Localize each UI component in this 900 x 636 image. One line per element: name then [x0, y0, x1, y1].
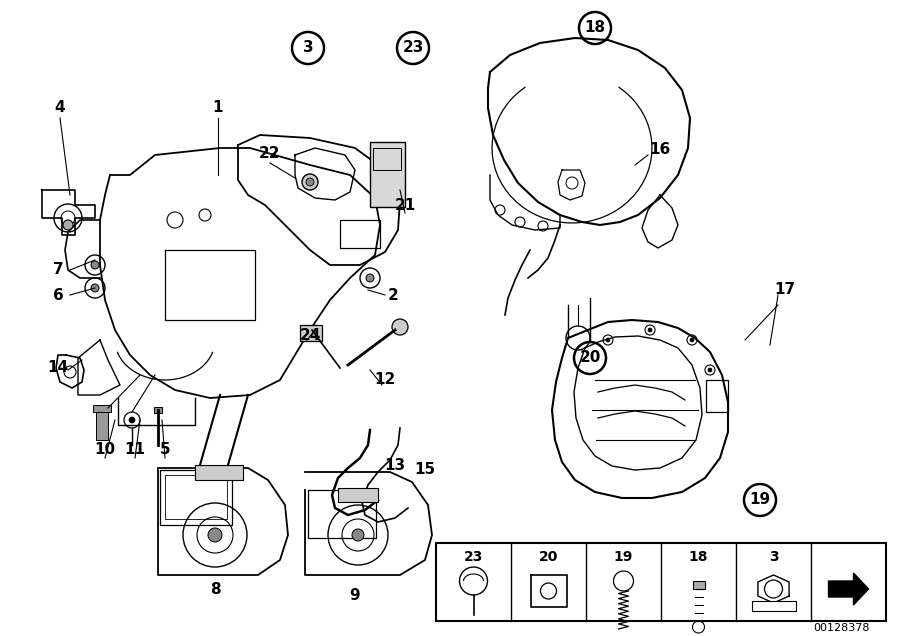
Circle shape: [302, 174, 318, 190]
Text: 23: 23: [464, 550, 483, 564]
Text: 21: 21: [394, 198, 416, 212]
Bar: [165, 475, 227, 519]
Circle shape: [392, 319, 408, 335]
Bar: [752, 601, 796, 611]
Bar: [338, 488, 378, 502]
Text: 2: 2: [388, 287, 399, 303]
Bar: [370, 142, 405, 207]
Text: 9: 9: [350, 588, 360, 602]
Bar: [300, 325, 322, 341]
Bar: [160, 470, 232, 525]
Text: 3: 3: [769, 550, 778, 564]
Text: 18: 18: [688, 550, 708, 564]
Text: 23: 23: [402, 41, 424, 55]
Bar: [340, 220, 380, 248]
Text: 18: 18: [584, 20, 606, 36]
Bar: [154, 407, 162, 413]
Circle shape: [306, 178, 314, 186]
Text: 00128378: 00128378: [814, 623, 870, 633]
Text: 3: 3: [302, 41, 313, 55]
Circle shape: [91, 284, 99, 292]
Circle shape: [129, 417, 135, 423]
Text: 20: 20: [539, 550, 558, 564]
Text: 11: 11: [124, 443, 146, 457]
Text: 4: 4: [55, 100, 66, 116]
Text: 5: 5: [159, 443, 170, 457]
Circle shape: [708, 368, 712, 372]
Text: 19: 19: [750, 492, 770, 508]
Bar: [308, 490, 376, 538]
Circle shape: [648, 328, 652, 332]
Circle shape: [63, 220, 73, 230]
Circle shape: [690, 338, 694, 342]
Circle shape: [366, 274, 374, 282]
Bar: [373, 148, 401, 170]
Bar: [692, 581, 705, 589]
Text: 6: 6: [52, 287, 63, 303]
Circle shape: [606, 338, 610, 342]
Text: 10: 10: [94, 443, 115, 457]
Text: 8: 8: [210, 583, 220, 597]
Bar: [195, 465, 243, 480]
Bar: [96, 408, 108, 440]
Text: 19: 19: [614, 550, 634, 564]
Text: 12: 12: [374, 373, 396, 387]
Text: 14: 14: [48, 361, 68, 375]
Bar: [93, 405, 111, 412]
Bar: [706, 380, 728, 412]
Text: 20: 20: [580, 350, 600, 366]
Circle shape: [91, 261, 99, 269]
Text: 13: 13: [384, 457, 406, 473]
Circle shape: [208, 528, 222, 542]
Circle shape: [352, 529, 364, 541]
Text: 17: 17: [774, 282, 796, 298]
Text: 22: 22: [259, 146, 281, 160]
Polygon shape: [829, 573, 868, 605]
Text: 1: 1: [212, 100, 223, 116]
Text: 15: 15: [414, 462, 436, 478]
Bar: [436, 543, 886, 621]
Text: 7: 7: [53, 263, 63, 277]
Text: 16: 16: [650, 142, 670, 158]
Text: 24: 24: [300, 328, 320, 343]
